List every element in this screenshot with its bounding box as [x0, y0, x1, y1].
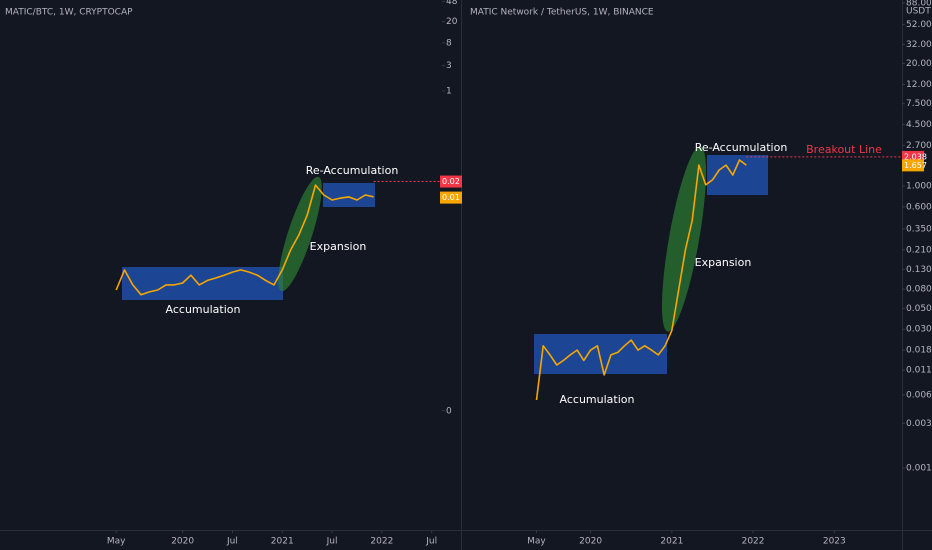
- chart-title: MATIC/BTC, 1W, CRYPTOCAP: [5, 8, 133, 18]
- y-tick-label: 0.350: [906, 224, 932, 234]
- annotation: Expansion: [695, 256, 752, 269]
- annotation: Re-Accumulation: [306, 164, 399, 177]
- y-tick-label: 0.210: [906, 245, 932, 255]
- y-tick-label: 20: [446, 17, 458, 27]
- x-tick-label: 2022: [742, 537, 765, 547]
- y-tick-label: 32.000: [906, 40, 932, 50]
- annotation: Accumulation: [560, 393, 635, 406]
- y-tick-label: 52.000: [906, 20, 932, 30]
- annotation: Accumulation: [166, 303, 241, 316]
- x-tick-label: 2021: [271, 537, 294, 547]
- price-line: [535, 159, 747, 401]
- y-tick-label: 88.000: [906, 0, 932, 9]
- price-tag-label: 0.02: [442, 177, 460, 186]
- y-tick-label: 7.500: [906, 99, 932, 109]
- y-tick-label: 0.011: [906, 366, 932, 376]
- y-tick-label: 20.000: [906, 59, 932, 69]
- y-tick-label: 0.130: [906, 265, 932, 275]
- y-tick-label: 12.000: [906, 80, 932, 90]
- plots: 48 20 8 3 1 0 May 2020 Jul 2021 Jul 2022 Jul 0.02 0.01…: [107, 0, 932, 547]
- y-tick-label: 1: [446, 87, 452, 97]
- y-tick-label: 0.003: [906, 419, 932, 429]
- price-tag-label: 1.657: [904, 161, 927, 170]
- annotation: Breakout Line: [806, 143, 882, 156]
- x-tick-label: May: [107, 537, 126, 547]
- price-tag-label: 2.038: [904, 152, 927, 161]
- price-tag-label: 0.01: [442, 193, 460, 202]
- y-tick-label: 4.500: [906, 120, 932, 130]
- x-tick-label: 2020: [579, 537, 602, 547]
- axis-unit: USDT: [906, 7, 931, 17]
- y-tick-label: 0.050: [906, 304, 932, 314]
- x-tick-label: Jul: [425, 537, 437, 547]
- x-tick-label: 2021: [660, 537, 683, 547]
- x-tick-label: Jul: [326, 537, 338, 547]
- annotation: Expansion: [310, 240, 367, 253]
- x-tick-label: May: [527, 537, 546, 547]
- y-tick-label: 3: [446, 61, 452, 71]
- price-tag: [440, 175, 462, 188]
- y-tick-label: 0.001: [906, 464, 932, 474]
- y-tick-label: 48: [446, 0, 458, 7]
- y-tick-label: 0.030: [906, 325, 932, 335]
- y-tick-label: 1.000: [906, 182, 932, 192]
- y-tick-label: 0.018: [906, 346, 932, 356]
- y-tick-label: 0: [446, 406, 452, 416]
- annotation: Re-Accumulation: [695, 141, 788, 154]
- y-tick-label: 0.080: [906, 285, 932, 295]
- reaccumulation-box: [707, 155, 768, 195]
- price-tag: [440, 191, 462, 204]
- x-tick-label: Jul: [226, 537, 238, 547]
- y-tick-label: 8: [446, 38, 452, 48]
- y-tick-label: 0.600: [906, 202, 932, 212]
- price-tag: [902, 159, 924, 172]
- y-tick-label: 0.006: [906, 390, 932, 400]
- x-tick-label: 2023: [823, 537, 846, 547]
- chart-title: MATIC Network / TetherUS, 1W, BINANCE: [470, 8, 654, 18]
- x-tick-label: 2020: [171, 537, 194, 547]
- accumulation-box: [534, 334, 667, 374]
- price-line: [115, 184, 374, 296]
- y-tick-label: 2.700: [906, 141, 932, 151]
- x-tick-label: 2022: [370, 537, 393, 547]
